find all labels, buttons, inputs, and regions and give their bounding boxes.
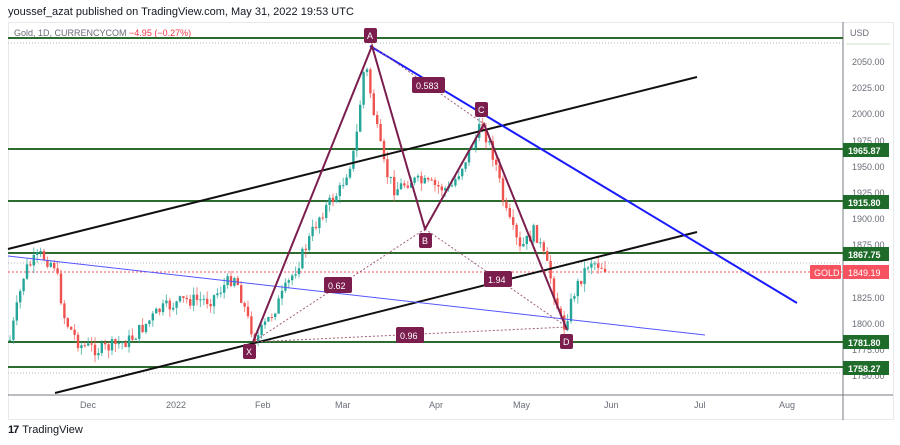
tradingview-logo-icon: 17: [8, 424, 19, 436]
svg-text:Feb: Feb: [255, 400, 271, 410]
ratio-ac: 0.583: [416, 81, 439, 91]
reference-dotted-lines: [8, 42, 843, 374]
pattern-ratio-lines: [252, 45, 568, 343]
svg-text:1925.00: 1925.00: [852, 188, 885, 198]
svg-text:1975.00: 1975.00: [852, 136, 885, 146]
horizontal-levels[interactable]: [8, 37, 843, 368]
symbol-legend: Gold, 1D, CURRENCYCOM −4.95 (−0.27%): [14, 28, 191, 38]
publisher-line: youssef_azat published on TradingView.co…: [8, 6, 354, 18]
point-a: A: [367, 31, 373, 41]
point-b: B: [422, 236, 428, 246]
svg-text:2050.00: 2050.00: [852, 57, 885, 67]
channel-lower: [54, 231, 698, 394]
trendline-lower[interactable]: [7, 255, 706, 336]
svg-text:2025.00: 2025.00: [852, 83, 885, 93]
ratio-bd: 1.94: [488, 275, 506, 285]
svg-text:2022: 2022: [166, 400, 186, 410]
badge-1915: 1915.80: [848, 198, 881, 208]
channel-lines[interactable]: [7, 76, 698, 394]
svg-text:1800.00: 1800.00: [852, 319, 885, 329]
badge-1965: 1965.87: [848, 146, 881, 156]
svg-text:Mar: Mar: [335, 400, 351, 410]
badge-1781: 1781.80: [848, 338, 881, 348]
svg-text:1825.00: 1825.00: [852, 293, 885, 303]
svg-text:Jul: Jul: [694, 400, 706, 410]
badge-1758: 1758.27: [848, 364, 881, 374]
footer-brand[interactable]: 17 TradingView: [8, 424, 83, 436]
chart-frame: [8, 22, 894, 420]
current-price-badge: 1849.19: [848, 268, 881, 278]
symbol-name: Gold, 1D, CURRENCYCOM: [14, 28, 127, 38]
brand-name: TradingView: [22, 424, 83, 436]
svg-text:1900.00: 1900.00: [852, 214, 885, 224]
svg-text:Jun: Jun: [604, 400, 619, 410]
harmonic-pattern[interactable]: [252, 42, 568, 343]
channel-upper: [7, 76, 698, 250]
price-axis[interactable]: 2050.00 2025.00 2000.00 1975.00 1950.00 …: [852, 57, 885, 381]
time-axis[interactable]: Dec 2022 Feb Mar Apr May Jun Jul Aug: [80, 400, 795, 410]
svg-text:2000.00: 2000.00: [852, 109, 885, 119]
point-d: D: [563, 337, 570, 347]
currency-label: USD: [850, 28, 870, 38]
candlesticks: [8, 67, 607, 363]
svg-text:Dec: Dec: [80, 400, 97, 410]
price-level-badges[interactable]: 1965.87 1915.80 1867.75 1781.80 1758.27 …: [810, 143, 889, 375]
symbol-change: −4.95 (−0.27%): [129, 28, 192, 38]
svg-text:1950.00: 1950.00: [852, 162, 885, 172]
svg-text:1875.00: 1875.00: [852, 240, 885, 250]
current-symbol-badge: GOLD: [814, 268, 840, 278]
point-x: X: [246, 347, 252, 357]
svg-text:May: May: [513, 400, 531, 410]
svg-text:1750.00: 1750.00: [852, 371, 885, 381]
ratio-xb: 0.62: [328, 281, 346, 291]
svg-text:1775.00: 1775.00: [852, 345, 885, 355]
pattern-point-labels[interactable]: X A B C D: [243, 28, 573, 359]
pattern-ratio-labels[interactable]: 0.583 0.62 1.94 0.96: [324, 77, 512, 343]
ratio-xd: 0.96: [400, 331, 418, 341]
badge-1867: 1867.75: [848, 250, 881, 260]
svg-text:Aug: Aug: [779, 400, 795, 410]
svg-text:Apr: Apr: [429, 400, 443, 410]
point-c: C: [478, 105, 485, 115]
